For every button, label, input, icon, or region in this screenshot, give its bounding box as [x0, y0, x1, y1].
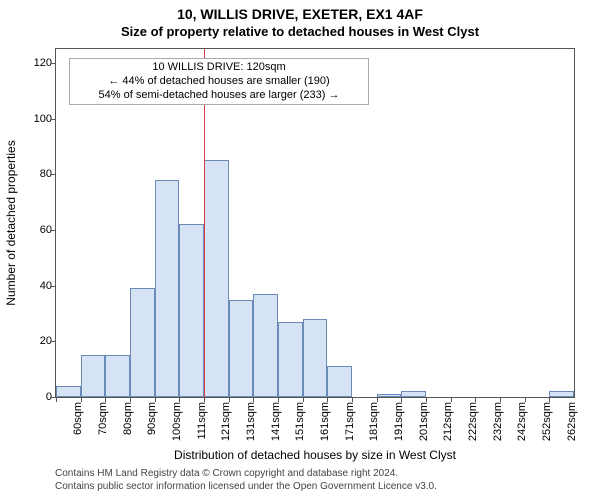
x-tick-label: 70sqm: [97, 402, 109, 435]
attribution-line2: Contains public sector information licen…: [55, 481, 575, 494]
x-tick-label: 151sqm: [294, 402, 306, 441]
x-tick-label: 80sqm: [122, 402, 134, 435]
x-tick-label: 90sqm: [146, 402, 158, 435]
attribution-text: Contains HM Land Registry data © Crown c…: [55, 468, 575, 493]
x-tick-label: 100sqm: [171, 402, 183, 441]
x-tick-mark: [204, 398, 205, 402]
x-tick-mark: [426, 398, 427, 402]
x-tick-label: 222sqm: [467, 402, 479, 441]
histogram-bar: [130, 288, 155, 397]
x-tick-label: 60sqm: [72, 402, 84, 435]
x-tick-mark: [451, 398, 452, 402]
y-tick-mark: [51, 174, 55, 175]
x-tick-mark: [377, 398, 378, 402]
histogram-bar: [253, 294, 278, 397]
annotation-box: 10 WILLIS DRIVE: 120sqm← 44% of detached…: [69, 58, 369, 105]
histogram-bar: [179, 224, 204, 397]
x-tick-mark: [475, 398, 476, 402]
histogram-bar: [303, 319, 328, 397]
x-tick-mark: [278, 398, 279, 402]
x-tick-label: 171sqm: [344, 402, 356, 441]
page-subtitle: Size of property relative to detached ho…: [0, 24, 600, 39]
x-tick-label: 232sqm: [492, 402, 504, 441]
x-tick-label: 181sqm: [368, 402, 380, 441]
x-tick-mark: [155, 398, 156, 402]
x-tick-label: 191sqm: [393, 402, 405, 441]
x-tick-label: 201sqm: [418, 402, 430, 441]
attribution-line1: Contains HM Land Registry data © Crown c…: [55, 468, 575, 481]
x-tick-mark: [352, 398, 353, 402]
y-tick-mark: [51, 286, 55, 287]
histogram-bar: [229, 300, 254, 397]
annotation-line: ← 44% of detached houses are smaller (19…: [74, 75, 364, 89]
annotation-line: 54% of semi-detached houses are larger (…: [74, 89, 364, 103]
annotation-line: 10 WILLIS DRIVE: 120sqm: [74, 61, 364, 75]
histogram-bar: [105, 355, 130, 397]
page-title: 10, WILLIS DRIVE, EXETER, EX1 4AF: [0, 6, 600, 22]
x-tick-label: 141sqm: [270, 402, 282, 441]
y-axis-label: Number of detached properties: [4, 48, 24, 398]
y-tick-mark: [51, 119, 55, 120]
x-tick-mark: [105, 398, 106, 402]
x-tick-mark: [327, 398, 328, 402]
x-tick-mark: [303, 398, 304, 402]
x-tick-label: 111sqm: [196, 402, 208, 440]
y-tick-label: 120: [34, 57, 52, 69]
x-tick-label: 262sqm: [566, 402, 578, 441]
x-tick-mark: [130, 398, 131, 402]
x-tick-mark: [81, 398, 82, 402]
x-tick-label: 161sqm: [319, 402, 331, 441]
y-tick-mark: [51, 230, 55, 231]
x-tick-mark: [549, 398, 550, 402]
x-tick-mark: [401, 398, 402, 402]
x-tick-mark: [253, 398, 254, 402]
y-tick-mark: [51, 63, 55, 64]
y-tick-mark: [51, 397, 55, 398]
x-tick-mark: [56, 398, 57, 402]
x-tick-mark: [525, 398, 526, 402]
histogram-bar: [401, 391, 426, 397]
x-tick-mark: [500, 398, 501, 402]
x-tick-mark: [179, 398, 180, 402]
histogram-bar: [549, 391, 574, 397]
x-axis-label: Distribution of detached houses by size …: [55, 448, 575, 462]
x-tick-label: 212sqm: [442, 402, 454, 441]
x-tick-label: 121sqm: [220, 402, 232, 441]
histogram-bar: [155, 180, 180, 397]
histogram-bar: [81, 355, 106, 397]
x-tick-label: 131sqm: [245, 402, 257, 441]
histogram-bar: [377, 394, 402, 397]
histogram-bar: [278, 322, 303, 397]
y-tick-label: 100: [34, 113, 52, 125]
histogram-bar: [327, 366, 352, 397]
x-tick-mark: [229, 398, 230, 402]
y-tick-mark: [51, 341, 55, 342]
x-tick-label: 252sqm: [541, 402, 553, 441]
x-tick-label: 242sqm: [516, 402, 528, 441]
histogram-bar: [204, 160, 229, 397]
histogram-bar: [56, 386, 81, 397]
